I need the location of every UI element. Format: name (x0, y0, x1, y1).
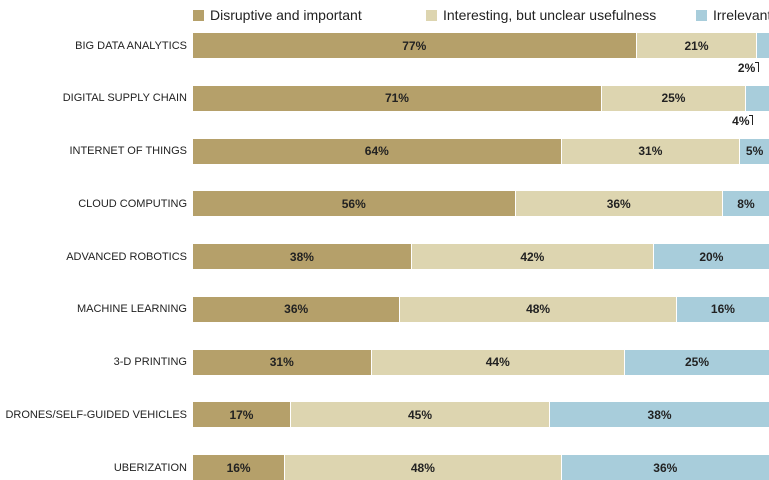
data-label: 64% (364, 144, 389, 158)
bar-segment: 16% (676, 296, 769, 322)
data-label: 5% (745, 144, 764, 158)
category-label: BIG DATA ANALYTICS (75, 39, 187, 52)
data-label: 36% (284, 302, 309, 317)
legend-item: Irrelevant (696, 5, 769, 25)
bar-segment: 48% (400, 296, 677, 322)
data-label: 4% (732, 113, 750, 128)
category-label: DRONES/SELF-GUIDED VEHICLES (5, 408, 187, 421)
category-label: INTERNET OF THINGS (69, 145, 187, 157)
category-label: MACHINE LEARNING (76, 303, 187, 316)
data-label: 21% (684, 38, 709, 53)
data-label: 42% (520, 249, 545, 264)
bar-segment: 25% (601, 85, 746, 111)
callout-line (755, 62, 760, 72)
bar-segment: 77% (193, 33, 637, 58)
data-label: 16% (710, 302, 735, 317)
data-label: 36% (653, 460, 678, 475)
data-label: 31% (638, 144, 663, 158)
data-label: 48% (410, 460, 435, 475)
bar-segment: 71% (193, 85, 602, 111)
data-label: 17% (229, 407, 254, 422)
legend-swatch (193, 9, 204, 21)
data-label: 25% (661, 91, 686, 106)
bar-segment: 38% (550, 402, 769, 428)
bar-segment: 31% (561, 138, 741, 164)
category-label: UBERIZATION (113, 461, 187, 474)
data-label: 2% (737, 61, 756, 75)
bar-segment: 36% (193, 296, 401, 322)
callout-line (749, 114, 754, 125)
bar-segment: 56% (193, 191, 516, 217)
bar-segment: 25% (625, 349, 769, 375)
category-label: DIGITAL SUPPLY CHAIN (62, 92, 187, 105)
legend-swatch (426, 9, 437, 21)
legend-item: Disruptive and important (193, 5, 362, 25)
bar-segment: 21% (636, 33, 758, 58)
legend-label: Irrelevant (713, 7, 769, 23)
data-label: 25% (684, 355, 710, 369)
bar-segment: 48% (285, 455, 562, 480)
bar-segment: 44% (371, 349, 625, 375)
category-label: 3-D PRINTING (113, 356, 187, 368)
bar-segment: 16% (193, 455, 286, 480)
data-label: 44% (485, 355, 510, 369)
bar-segment: 36% (515, 191, 723, 217)
bar-segment: 38% (193, 244, 412, 269)
data-label: 38% (289, 249, 314, 264)
bar-segment: 36% (561, 455, 769, 480)
data-label: 48% (526, 302, 551, 317)
data-label: 45% (407, 407, 433, 422)
data-label: 8% (737, 196, 755, 211)
category-label: ADVANCED ROBOTICS (66, 250, 187, 263)
data-label: 56% (341, 196, 366, 211)
data-label: 16% (226, 460, 251, 475)
bar-segment: 45% (290, 402, 551, 428)
bar-segment: 42% (411, 244, 654, 269)
data-label: 38% (647, 407, 672, 422)
bar-segment: 17% (193, 402, 291, 428)
legend-label: Interesting, but unclear usefulness (443, 7, 657, 23)
bar-segment: 20% (653, 244, 769, 269)
bar-segment: 31% (193, 349, 372, 375)
legend-label: Disruptive and important (210, 7, 362, 23)
data-label: 36% (606, 196, 631, 211)
bar-segment: 64% (193, 138, 562, 164)
legend-item: Interesting, but unclear usefulness (426, 5, 656, 25)
data-label: 20% (699, 249, 724, 264)
data-label: 71% (384, 91, 409, 106)
bar-segment (757, 33, 769, 58)
legend-swatch (696, 9, 707, 21)
data-label: 77% (402, 38, 427, 53)
category-label: CLOUD COMPUTING (78, 197, 187, 210)
bar-segment: 5% (740, 138, 769, 164)
bar-segment (745, 85, 769, 111)
data-label: 31% (269, 355, 294, 369)
bar-segment: 8% (722, 191, 769, 217)
